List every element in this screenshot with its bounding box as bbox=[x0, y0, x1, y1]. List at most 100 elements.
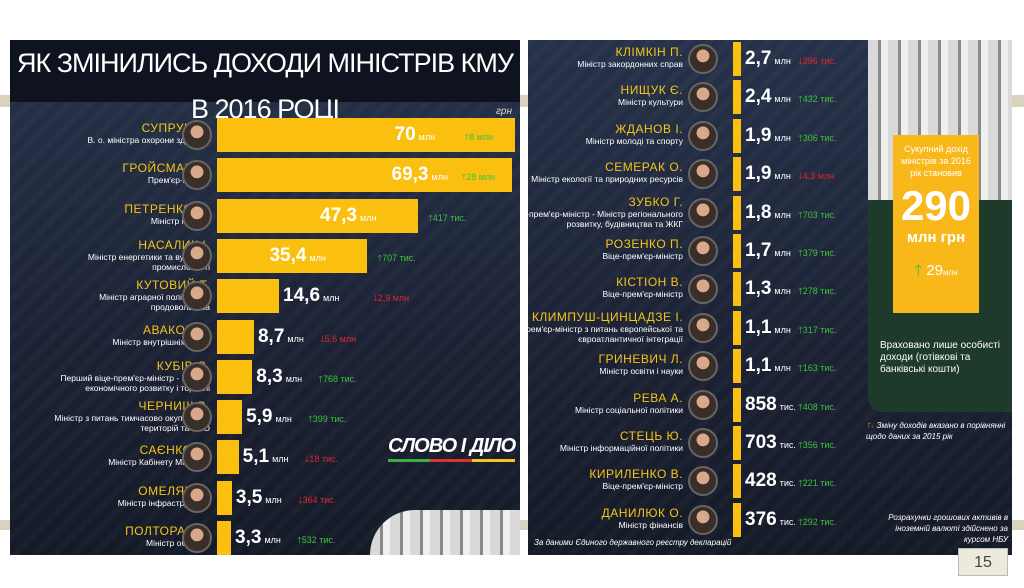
arrow-up-icon: 🡑 bbox=[798, 401, 803, 412]
minister-photo bbox=[688, 159, 718, 190]
value-label: 1,9 bbox=[745, 163, 772, 185]
minister-photo bbox=[182, 281, 212, 312]
minister-name: КИРИЛЕНКО В. bbox=[589, 467, 683, 482]
bar-row: КУБІВ С. Перший віце-прем'єр-міністр - Мі… bbox=[10, 358, 520, 396]
bar-row: КІСТІОН В. Віце-прем'єр-міністр 1,3 млн 🡑278… bbox=[528, 270, 868, 308]
minister-name: СТЕЦЬ Ю. bbox=[619, 429, 683, 443]
bar bbox=[733, 195, 741, 230]
minister-role: Міністр юстиції bbox=[150, 215, 210, 226]
arrow-up-icon: 🡑 bbox=[798, 440, 803, 450]
value-unit: млн bbox=[360, 212, 377, 223]
value-unit: млн bbox=[774, 56, 791, 66]
value-unit: млн bbox=[774, 248, 791, 258]
value-unit: млн bbox=[774, 209, 791, 220]
minister-photo bbox=[182, 160, 212, 191]
bar-row: САЄНКО О. Міністр Кабінету Міністрів 5,1 мл… bbox=[10, 438, 520, 476]
minister-role: Міністр енергетики та вугільної промисло… bbox=[87, 251, 210, 272]
bar-row: ОМЕЛЯН В. Міністр інфраструктури 3,5 млн 🡓36… bbox=[10, 479, 520, 517]
chart-panel-left: ЯК ЗМІНИЛИСЬ ДОХОДИ МІНІСТРІВ КМУ В 2016… bbox=[10, 40, 520, 555]
minister-role: Міністр екології та природних ресурсів bbox=[531, 174, 683, 185]
bar bbox=[217, 198, 419, 233]
minister-role: Прем'єр-міністр bbox=[147, 175, 210, 186]
value-unit: млн bbox=[774, 132, 791, 143]
minister-photo bbox=[182, 200, 212, 231]
arrow-up-icon: 🡑 bbox=[318, 373, 323, 384]
value-label: 8,7 bbox=[257, 325, 285, 347]
value-label: 47,3 bbox=[320, 204, 357, 226]
bar bbox=[217, 279, 280, 314]
change-label: 432 тис. bbox=[802, 94, 837, 105]
value-unit: тис. bbox=[779, 401, 796, 412]
minister-name: КЛИМПУШ-ЦИНЦАДЗЕ І. bbox=[531, 309, 683, 324]
value-label: 69,3 bbox=[391, 164, 429, 186]
bar bbox=[217, 480, 232, 515]
minister-photo bbox=[688, 351, 718, 382]
change-label: 296 тис. bbox=[802, 56, 837, 66]
bar bbox=[217, 400, 243, 435]
bar bbox=[217, 118, 515, 152]
minister-name: РОЗЕНКО П. bbox=[605, 237, 683, 251]
arrow-up-icon: 🡑 bbox=[798, 363, 803, 374]
bar bbox=[217, 359, 253, 394]
minister-name: КІСТІОН В. bbox=[616, 275, 683, 290]
bar-row: НАСАЛИК І. Міністр енергетики та вугільно… bbox=[10, 237, 520, 275]
bar-row: ДАНИЛЮК О. Міністр фінансів 376 тис. 🡑292 ти… bbox=[528, 501, 868, 539]
arrow-up-icon: 🡑 bbox=[798, 248, 803, 258]
bar bbox=[733, 42, 741, 76]
bar bbox=[217, 521, 232, 555]
minister-role: Міністр аграрної політики та продовольст… bbox=[99, 292, 210, 313]
bar-row: КЛИМПУШ-ЦИНЦАДЗЕ І.Віце-прем'єр-міністр … bbox=[528, 309, 868, 347]
bar-row: ЖДАНОВ І. Міністр молоді та спорту 1,9 млн 🡑… bbox=[528, 117, 868, 155]
minister-photo bbox=[688, 274, 718, 305]
change-label: 18 тис. bbox=[309, 454, 339, 465]
value-label: 1,3 bbox=[745, 278, 772, 300]
value-unit: млн bbox=[774, 286, 791, 297]
value-label: 1,9 bbox=[745, 124, 772, 146]
minister-role: Міністр інформаційної політики bbox=[559, 443, 683, 453]
bar-row: КИРИЛЕНКО В. Віце-прем'єр-міністр 428 тис. 🡑… bbox=[528, 462, 868, 500]
value-label: 1,7 bbox=[745, 240, 772, 261]
source-note: За даними Єдиного державного реєстру дек… bbox=[534, 538, 732, 547]
bar bbox=[217, 238, 368, 273]
minister-role: Міністр освіти і науки bbox=[599, 366, 683, 377]
minister-photo bbox=[688, 428, 718, 458]
chart-panel-right: Враховано лише особисті доходи (готівков… bbox=[528, 40, 1012, 555]
change-label: 417 тис. bbox=[432, 212, 467, 223]
total-unit: млн грн bbox=[906, 229, 966, 246]
arrow-up-icon: 🡑 bbox=[914, 262, 923, 279]
bar bbox=[733, 80, 741, 115]
minister-photo bbox=[182, 402, 212, 433]
change-label: 703 тис. bbox=[802, 209, 837, 220]
minister-role: Перший віце-прем'єр-міністр - Міністр ек… bbox=[60, 372, 210, 393]
bar bbox=[733, 234, 741, 268]
bar bbox=[733, 464, 741, 499]
arrow-up-icon: 🡑 bbox=[798, 286, 803, 297]
minister-photo bbox=[688, 197, 718, 228]
value-label: 1,8 bbox=[745, 201, 772, 223]
bar bbox=[733, 118, 741, 153]
value-unit: млн bbox=[287, 333, 304, 344]
bar bbox=[733, 387, 741, 422]
bar-row: РОЗЕНКО П. Віце-прем'єр-міністр 1,7 млн 🡑379… bbox=[528, 232, 868, 270]
minister-photo bbox=[182, 321, 212, 352]
bar-row: АВАКОВ А. Міністр внутрішніх справ 8,7 млн 🡓… bbox=[10, 318, 520, 356]
arrow-down-icon: 🡓 bbox=[798, 171, 803, 182]
value-unit: млн bbox=[431, 172, 448, 183]
minister-role: Віце-прем'єр-міністр bbox=[602, 251, 684, 261]
bar bbox=[217, 440, 239, 475]
change-label: 408 тис. bbox=[802, 401, 837, 412]
minister-role: Віце-прем'єр-міністр bbox=[602, 289, 684, 300]
arrow-down-icon: 🡓 bbox=[373, 293, 378, 304]
arrow-down-icon: 🡓 bbox=[798, 56, 803, 66]
arrow-up-icon: 🡑 bbox=[308, 414, 313, 425]
bar-row: ПЕТРЕНКО П. Міністр юстиції 47,3 млн 🡑417 ти… bbox=[10, 197, 520, 235]
minister-photo bbox=[688, 389, 718, 420]
change-label: 5,6 млн bbox=[324, 333, 357, 344]
change-label: 707 тис. bbox=[382, 252, 416, 263]
minister-photo bbox=[182, 120, 212, 150]
value-label: 8,3 bbox=[256, 365, 283, 387]
arrow-down-icon: 🡓 bbox=[297, 494, 303, 505]
value-label: 3,3 bbox=[235, 527, 262, 548]
bar-row: НИЩУК Є. Міністр культури 2,4 млн 🡑432 тис. bbox=[528, 78, 868, 116]
arrow-down-icon: 🡓 bbox=[319, 333, 325, 344]
